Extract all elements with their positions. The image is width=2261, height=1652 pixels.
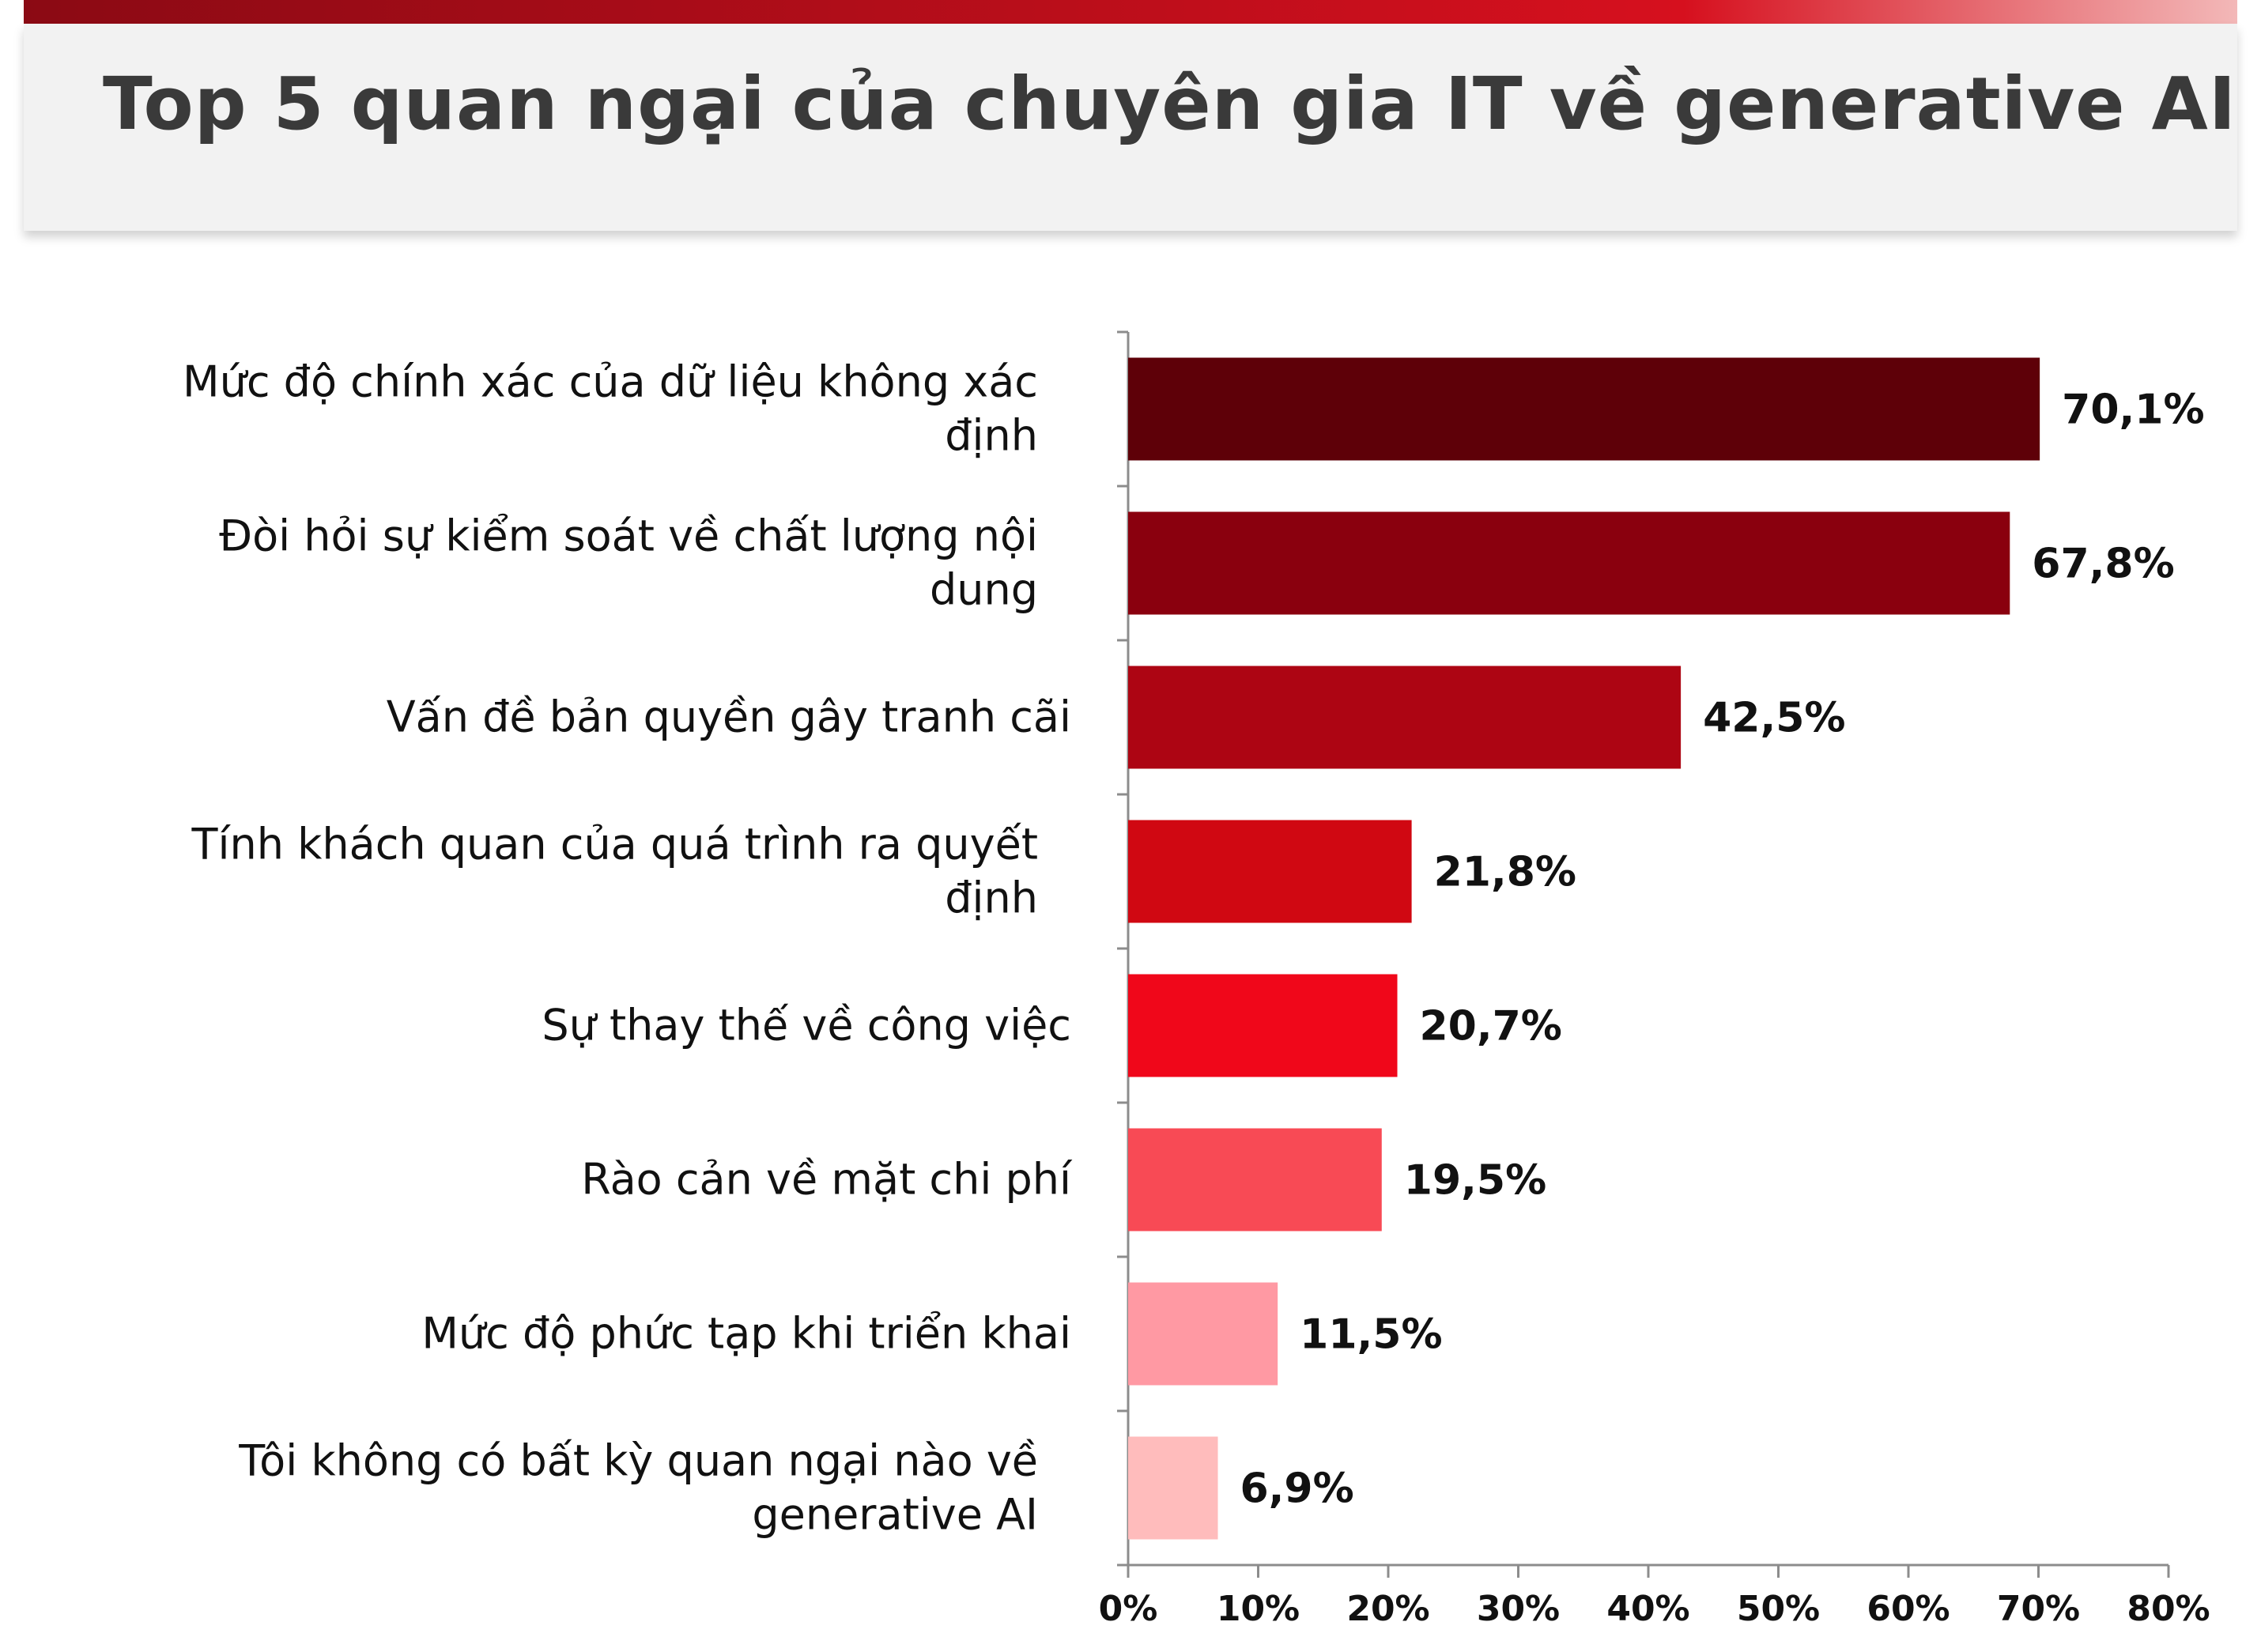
value-label: 11,5%	[1300, 1311, 1442, 1359]
bar	[1128, 511, 2010, 615]
title-panel	[24, 24, 2237, 231]
value-label: 19,5%	[1404, 1157, 1546, 1205]
x-tick-label: 60%	[1867, 1589, 1950, 1629]
x-tick-label: 40%	[1606, 1589, 1689, 1629]
bar	[1128, 1436, 1218, 1540]
category-label: Vấn đề bản quyền gây tranh cãi	[387, 692, 1071, 742]
category-label: Mức độ chính xác của dữ liệu không xác đị…	[183, 357, 1038, 461]
category-label: Tôi không có bất kỳ quan ngại nào về gene…	[238, 1436, 1038, 1540]
category-label: Sự thay thế về công việc	[542, 1001, 1071, 1050]
category-label: Mức độ phức tạp khi triển khai	[421, 1309, 1071, 1359]
category-labels: Mức độ chính xác của dữ liệu không xác đị…	[183, 357, 1073, 1540]
value-label: 6,9%	[1240, 1465, 1354, 1513]
category-label: Rào cản về mặt chi phí	[581, 1155, 1073, 1205]
x-tick-label: 80%	[2127, 1589, 2210, 1629]
bar	[1128, 820, 1412, 923]
bar	[1128, 1128, 1382, 1231]
x-tick-label: 70%	[1997, 1589, 2080, 1629]
category-label: Tính khách quan của quá trình ra quyết đị…	[191, 820, 1038, 923]
x-tick-label: 0%	[1099, 1589, 1158, 1629]
bar	[1128, 974, 1398, 1077]
x-tick-label: 20%	[1346, 1589, 1429, 1629]
top-accent-stripe	[24, 0, 2237, 24]
bar	[1128, 357, 2040, 461]
x-tick-label: 50%	[1737, 1589, 1820, 1629]
category-label: Đòi hỏi sự kiểm soát về chất lượng nội du…	[219, 511, 1038, 615]
x-tick-labels: 0% 10% 20% 30% 40% 50% 60% 70% 80%	[1099, 1589, 2210, 1629]
value-label: 42,5%	[1703, 695, 1845, 742]
value-labels: 70,1% 67,8% 42,5% 21,8% 20,7% 19,5% 11,5% 6,9%	[1240, 387, 2205, 1513]
chart-title: Top 5 quan ngại của chuyên gia IT về gen…	[103, 62, 2237, 146]
bar	[1128, 666, 1682, 769]
x-tick-label: 30%	[1477, 1589, 1560, 1629]
chart-bars	[1128, 357, 2040, 1540]
value-label: 20,7%	[1420, 1003, 1562, 1050]
x-tick-label: 10%	[1217, 1589, 1300, 1629]
value-label: 67,8%	[2032, 541, 2174, 588]
value-label: 21,8%	[1434, 849, 1576, 896]
value-label: 70,1%	[2062, 387, 2204, 434]
bar	[1128, 1282, 1278, 1386]
